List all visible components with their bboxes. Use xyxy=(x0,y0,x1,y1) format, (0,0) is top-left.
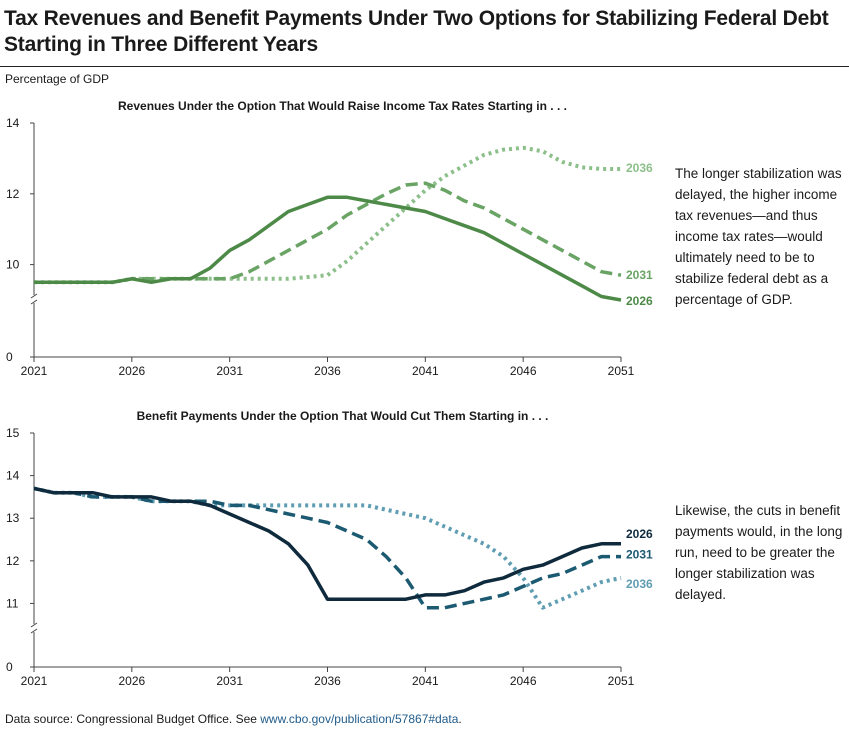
series-2026-line xyxy=(34,195,622,302)
y-tick-label: 13 xyxy=(6,511,20,525)
y-tick-label: 14 xyxy=(6,116,20,130)
series-2026-label: 2026 xyxy=(626,294,653,308)
x-tick-label: 2026 xyxy=(118,364,145,378)
x-tick-label: 2051 xyxy=(608,674,635,688)
x-tick-label: 2021 xyxy=(21,674,48,688)
x-tick-label: 2041 xyxy=(412,364,439,378)
axis-break-mark xyxy=(30,622,38,634)
revenue-chart: Revenues Under the Option That Would Rai… xyxy=(6,99,653,378)
y-tick-label: 15 xyxy=(6,426,20,440)
y-tick-label: 12 xyxy=(6,187,20,201)
series-2031-label: 2031 xyxy=(626,548,653,562)
source-suffix: . xyxy=(458,712,462,726)
source-prefix: Data source: Congressional Budget Office… xyxy=(5,712,261,726)
y-tick-label: 0 xyxy=(6,660,13,674)
y-tick-label: 0 xyxy=(6,350,13,364)
series-2031-label: 2031 xyxy=(626,268,653,282)
series-2036-label: 2036 xyxy=(626,161,653,175)
source-link[interactable]: www.cbo.gov/publication/57867#data xyxy=(260,712,459,726)
series-2036-line xyxy=(33,486,622,610)
axis-break-mark xyxy=(30,293,38,305)
chart-title: Benefit Payments Under the Option That W… xyxy=(137,409,549,423)
y-tick-label: 10 xyxy=(6,258,20,272)
y-tick-label: 11 xyxy=(6,596,19,610)
x-tick-label: 2036 xyxy=(314,364,341,378)
data-source: Data source: Congressional Budget Office… xyxy=(5,712,462,726)
units-label: Percentage of GDP xyxy=(5,72,110,86)
page-title: Tax Revenues and Benefit Payments Under … xyxy=(4,7,829,56)
title-divider xyxy=(0,66,849,67)
x-tick-label: 2051 xyxy=(608,364,635,378)
series-2026-line xyxy=(33,486,621,601)
x-tick-label: 2021 xyxy=(21,364,48,378)
series-2026-label: 2026 xyxy=(626,527,653,541)
x-tick-label: 2046 xyxy=(510,674,537,688)
x-tick-label: 2046 xyxy=(510,364,537,378)
y-tick-label: 14 xyxy=(6,469,20,483)
benefit-note: Likewise, the cuts in benefit payments w… xyxy=(675,503,843,602)
series-2036-line xyxy=(34,145,621,285)
series-2036-label: 2036 xyxy=(626,577,653,591)
x-tick-label: 2031 xyxy=(216,364,243,378)
benefit-chart: Benefit Payments Under the Option That W… xyxy=(6,409,653,688)
x-tick-label: 2041 xyxy=(412,674,439,688)
y-tick-label: 12 xyxy=(6,554,20,568)
x-tick-label: 2036 xyxy=(314,674,341,688)
revenue-note: The longer stabilization was delayed, th… xyxy=(675,166,842,307)
x-tick-label: 2031 xyxy=(216,674,243,688)
x-tick-label: 2026 xyxy=(118,674,145,688)
chart-title: Revenues Under the Option That Would Rai… xyxy=(118,99,567,113)
